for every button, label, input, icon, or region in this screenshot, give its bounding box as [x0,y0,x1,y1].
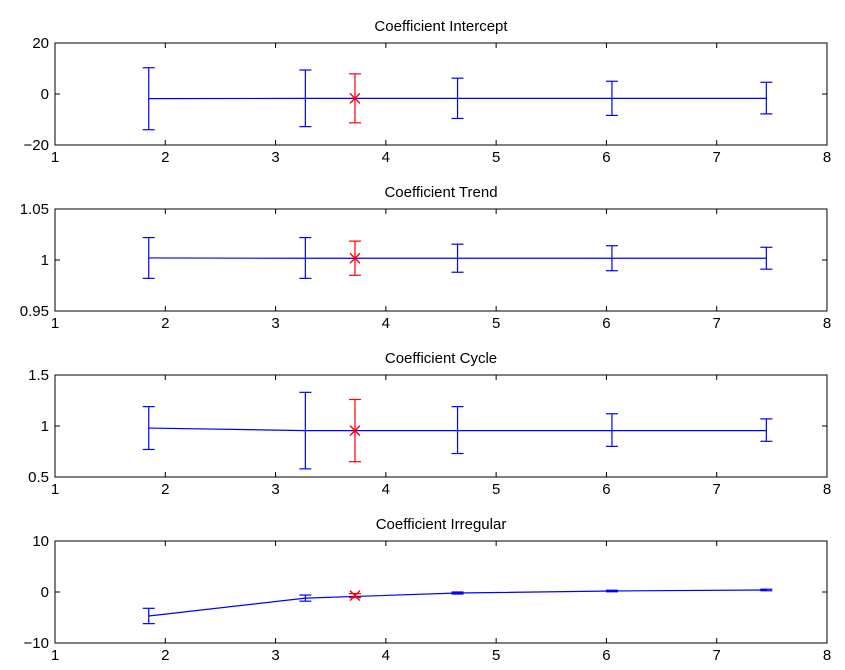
x-tick-label: 2 [161,149,169,166]
y-tick-label: 1 [41,252,49,269]
y-tick-label: −10 [24,635,49,652]
subplot-cycle: Coefficient Cycle 1 2 3 4 5 6 7 80.511.5 [28,350,831,498]
x-tick-label: 7 [713,149,721,166]
point-marker [349,590,361,602]
y-tick-label: 0 [41,86,49,103]
x-tick-label: 5 [492,481,500,498]
y-tick-label: 1.05 [20,201,49,218]
subplot-intercept: Coefficient Intercept 1 2 3 4 5 6 7 8 −20 0 20 [24,18,832,166]
x-tick-label: 8 [823,647,831,664]
x-tick-label: 7 [713,647,721,664]
x-tick-label: 6 [602,149,610,166]
axes-frame [54,374,828,478]
x-tick-label: 7 [713,481,721,498]
x-tick-label: 4 [382,647,390,664]
y-tick-label: 10 [32,533,49,550]
point-marker [349,252,361,264]
axes-frame [54,540,828,644]
x-tick-label: 7 [713,315,721,332]
x-tick-label: 1 [51,481,59,498]
x-tick-label: 2 [161,315,169,332]
axes-frame [54,42,828,146]
y-tick-label: −20 [24,137,49,154]
point-marker [349,425,361,437]
y-tick-label: 0 [41,584,49,601]
x-tick-label: 5 [492,149,500,166]
x-tick-label: 8 [823,149,831,166]
subplot-title: Coefficient Cycle [385,350,497,367]
axes-frame [54,208,828,312]
x-tick-label: 3 [271,481,279,498]
x-tick-label: 3 [271,149,279,166]
x-tick-label: 4 [382,481,390,498]
x-tick-label: 5 [492,315,500,332]
x-tick-label: 1 [51,315,59,332]
x-tick-label: 1 [51,647,59,664]
x-tick-label: 8 [823,315,831,332]
y-tick-label: 1.5 [28,367,49,384]
subplot-title: Coefficient Trend [384,184,497,201]
x-tick-label: 1 [51,149,59,166]
x-tick-label: 6 [602,481,610,498]
subplot-title: Coefficient Irregular [376,516,507,533]
x-tick-label: 6 [602,647,610,664]
point-marker [349,92,361,104]
y-tick-label: 0.95 [20,303,49,320]
x-tick-label: 4 [382,149,390,166]
y-tick-label: 20 [32,35,49,52]
x-tick-label: 2 [161,647,169,664]
y-tick-label: 1 [41,418,49,435]
subplot-title: Coefficient Intercept [374,18,508,35]
x-tick-label: 4 [382,315,390,332]
x-tick-label: 6 [602,315,610,332]
x-tick-label: 5 [492,647,500,664]
x-tick-label: 8 [823,481,831,498]
x-tick-label: 3 [271,647,279,664]
subplot-irregular: Coefficient Irregular 1 2 3 4 5 6 7 8 −10 0 10 [24,516,832,664]
x-tick-label: 3 [271,315,279,332]
x-tick-label: 2 [161,481,169,498]
y-tick-label: 0.5 [28,469,49,486]
